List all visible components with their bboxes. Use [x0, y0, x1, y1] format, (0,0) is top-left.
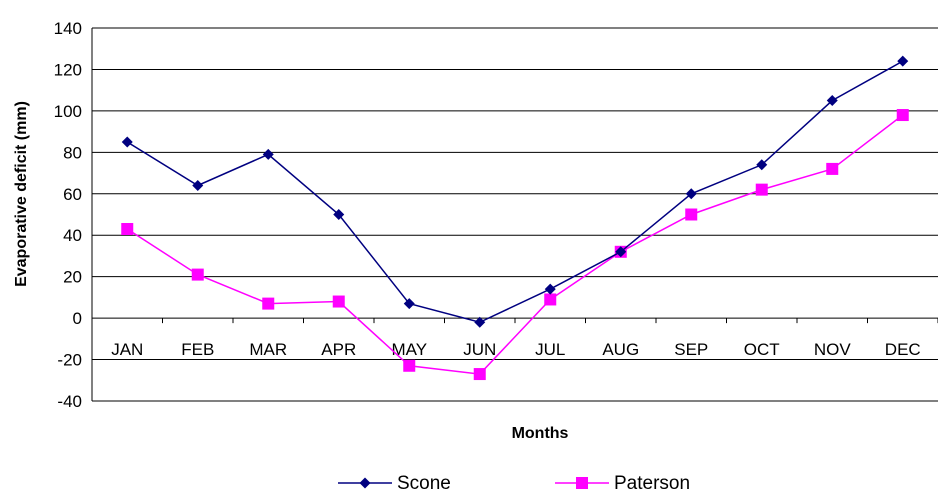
x-tick-label: JUN [463, 340, 496, 359]
x-tick-label: SEP [674, 340, 708, 359]
diamond-marker [262, 148, 274, 160]
legend-label: Paterson [614, 473, 690, 492]
y-tick-label: -20 [57, 351, 82, 370]
diamond-marker [333, 209, 345, 220]
x-tick-label: MAR [249, 340, 287, 359]
y-tick-label: 80 [63, 143, 82, 162]
x-tick-label: MAY [391, 340, 427, 359]
x-tick-label: AUG [602, 340, 639, 359]
square-marker [262, 297, 275, 310]
x-tick-label: APR [321, 340, 356, 359]
series-paterson [121, 109, 909, 381]
series-lines [121, 55, 909, 381]
square-marker [473, 368, 486, 381]
x-tick-label: FEB [181, 340, 214, 359]
series-line [126, 60, 904, 324]
gridlines [91, 27, 938, 402]
y-tick-label: 120 [54, 60, 82, 79]
square-marker [826, 162, 839, 175]
diamond-marker [474, 316, 486, 328]
square-marker [685, 208, 698, 221]
y-axis-title: Evaporative deficit (mm) [13, 101, 30, 287]
y-tick-label: 40 [63, 226, 82, 245]
legend-label: Scone [397, 473, 451, 492]
legend-item-scone: Scone [338, 473, 451, 492]
diamond-marker [121, 136, 133, 148]
diamond-marker [359, 477, 371, 489]
y-tick-label: -40 [57, 392, 82, 411]
x-axis-title: Months [512, 425, 569, 442]
square-marker [403, 359, 416, 372]
diamond-marker [826, 95, 838, 107]
square-marker [576, 477, 588, 489]
y-tick-label: 20 [63, 268, 82, 287]
x-tick-label: DEC [885, 340, 921, 359]
y-tick-label: 60 [63, 185, 82, 204]
diamond-marker [192, 179, 204, 191]
square-marker [896, 109, 909, 122]
diamond-marker [897, 55, 909, 67]
y-tick-label: 0 [73, 309, 82, 328]
diamond-marker [756, 159, 768, 171]
x-tick-labels: JAN FEB MAR APR MAY JUN JUL AUG SEP OCT NOV DEC [111, 340, 921, 359]
x-tick-label: OCT [744, 340, 780, 359]
legend: Scone Paterson [338, 473, 690, 492]
square-marker [332, 295, 345, 308]
y-tick-label: 140 [54, 19, 82, 38]
diamond-marker [544, 283, 556, 295]
square-marker [191, 268, 204, 281]
series-line [126, 114, 904, 375]
x-tick-label: NOV [814, 340, 852, 359]
y-tick-label: 100 [54, 102, 82, 121]
x-tick-label: JAN [111, 340, 143, 359]
diamond-marker [403, 298, 415, 310]
square-marker [755, 183, 768, 196]
legend-item-paterson: Paterson [555, 473, 690, 492]
y-tick-labels: -40 -20 0 20 40 60 80 100 120 140 [54, 19, 82, 411]
x-tick-label: JUL [535, 340, 565, 359]
diamond-marker [685, 188, 697, 200]
square-marker [544, 293, 557, 306]
series-scone [121, 55, 909, 328]
square-marker [121, 223, 134, 236]
diamond-marker [615, 246, 627, 258]
